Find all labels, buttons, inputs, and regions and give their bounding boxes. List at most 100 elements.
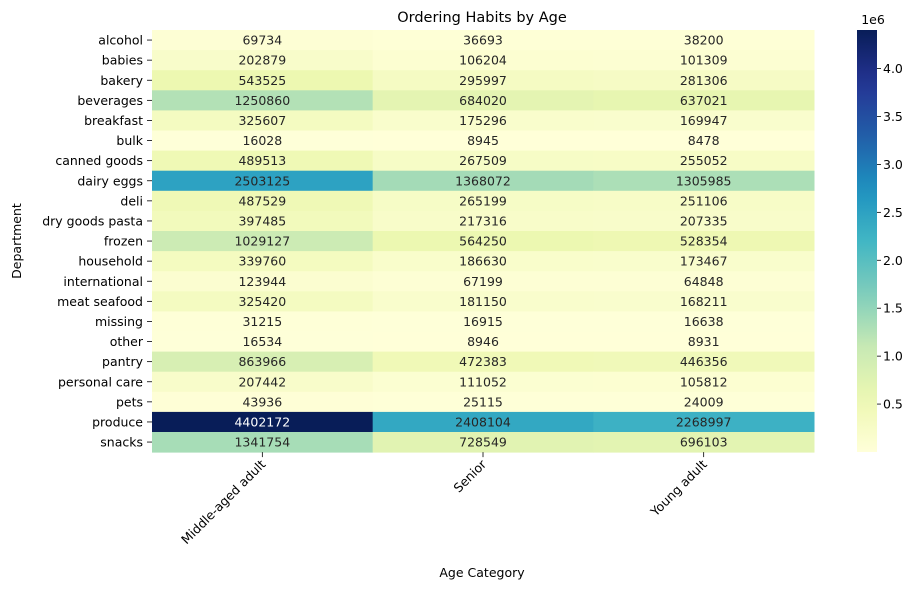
cell-value-label: 207335: [680, 213, 728, 228]
row-tick-label: breakfast: [84, 113, 143, 128]
row-tick-label: dairy eggs: [77, 173, 143, 188]
heatmap-cell: [372, 110, 594, 131]
colorbar-gradient: [857, 30, 877, 452]
cell-value-label: 111052: [459, 374, 507, 389]
colorbar-tick-label: 1.0: [883, 349, 903, 364]
heatmap-cell: [372, 50, 594, 71]
heatmap-cell: [372, 271, 594, 292]
row-tick-label: missing: [95, 314, 143, 329]
heatmap-cell: [593, 231, 815, 252]
row-tick-label: produce: [92, 414, 143, 429]
cell-value-label: 168211: [680, 294, 728, 309]
heatmap-cell: [152, 70, 374, 91]
cell-value-label: 564250: [459, 234, 507, 249]
cell-value-label: 16534: [242, 334, 282, 349]
heatmap-cell: [593, 432, 815, 453]
heatmap-cell: [372, 150, 594, 172]
cell-value-label: 38200: [684, 33, 724, 48]
heatmap-cell: [593, 371, 815, 393]
column-tick-labels: Middle-aged adult Senior Young adult: [178, 452, 710, 547]
heatmap-cell: [593, 130, 815, 152]
heatmap-cell: [593, 110, 815, 131]
cell-value-label: 8478: [688, 133, 720, 148]
cell-value-label: 2408104: [455, 414, 511, 429]
cell-value-label: 31215: [242, 314, 282, 329]
row-tick-label: babies: [102, 53, 143, 68]
cell-value-label: 4402172: [234, 414, 290, 429]
cell-value-label: 36693: [463, 33, 503, 48]
colorbar-tick-label: 4.0: [883, 61, 903, 76]
row-tick-label: deli: [120, 193, 143, 208]
heatmap-cell: [372, 371, 594, 393]
row-tick-label: household: [78, 254, 143, 269]
heatmap-cell: [593, 391, 815, 413]
cell-value-label: 207442: [238, 374, 286, 389]
heatmap-cell: [152, 50, 374, 71]
cell-value-label: 528354: [680, 234, 728, 249]
heatmap-cell: [593, 331, 815, 353]
cell-value-label: 181150: [459, 294, 507, 309]
heatmap-cell: [372, 70, 594, 91]
cell-value-label: 16028: [242, 133, 282, 148]
cell-value-label: 397485: [238, 213, 286, 228]
heatmap-cells: 69734 36693 38200 202879 106204 101309 543525 2…: [152, 30, 815, 453]
heatmap-cell: [152, 251, 374, 272]
heatmap-cell: [372, 30, 594, 51]
heatmap-cell: [372, 190, 594, 212]
heatmap-cell: [372, 411, 594, 433]
heatmap-cell: [593, 50, 815, 71]
cell-value-label: 281306: [680, 73, 728, 88]
cell-value-label: 43936: [242, 394, 282, 409]
cell-value-label: 1250860: [234, 93, 290, 108]
column-tick-label: Young adult: [647, 457, 710, 520]
row-tick-label: beverages: [77, 93, 143, 108]
heatmap-cell: [152, 311, 374, 332]
cell-value-label: 2268997: [676, 414, 732, 429]
column-tick-label: Middle-aged adult: [178, 457, 268, 547]
heatmap-cell: [593, 90, 815, 111]
cell-value-label: 446356: [680, 354, 728, 369]
cell-value-label: 8931: [688, 334, 720, 349]
cell-value-label: 1368072: [455, 173, 511, 188]
cell-value-label: 1341754: [234, 435, 290, 450]
heatmap-cell: [593, 411, 815, 433]
heatmap-cell: [152, 291, 374, 312]
heatmap-cell: [593, 30, 815, 51]
cell-value-label: 8945: [467, 133, 499, 148]
heatmap-cell: [593, 70, 815, 91]
heatmap-cell: [152, 90, 374, 111]
cell-value-label: 16915: [463, 314, 503, 329]
cell-value-label: 105812: [680, 374, 728, 389]
cell-value-label: 67199: [463, 274, 503, 289]
cell-value-label: 295997: [459, 73, 507, 88]
heatmap-cell: [152, 150, 374, 172]
heatmap-cell: [152, 391, 374, 413]
row-tick-label: personal care: [58, 374, 143, 389]
heatmap-cell: [152, 231, 374, 252]
cell-value-label: 251106: [680, 193, 728, 208]
cell-value-label: 25115: [463, 394, 503, 409]
x-axis-label: Age Category: [439, 565, 525, 580]
heatmap-cell: [152, 271, 374, 292]
cell-value-label: 267509: [459, 153, 507, 168]
heatmap-cell: [372, 311, 594, 332]
cell-value-label: 472383: [459, 354, 507, 369]
cell-value-label: 16638: [684, 314, 724, 329]
row-tick-label: dry goods pasta: [42, 213, 143, 228]
heatmap-cell: [152, 351, 374, 373]
cell-value-label: 255052: [680, 153, 728, 168]
heatmap-cell: [152, 371, 374, 393]
heatmap-cell: [593, 190, 815, 212]
colorbar-tick-label: 2.0: [883, 253, 903, 268]
heatmap-cell: [593, 351, 815, 373]
cell-value-label: 487529: [238, 193, 286, 208]
cell-value-label: 728549: [459, 435, 507, 450]
cell-value-label: 24009: [684, 394, 724, 409]
cell-value-label: 543525: [238, 73, 286, 88]
cell-value-label: 8946: [467, 334, 499, 349]
heatmap-cell: [372, 391, 594, 413]
cell-value-label: 2503125: [234, 173, 290, 188]
cell-value-label: 265199: [459, 193, 507, 208]
cell-value-label: 169947: [680, 113, 728, 128]
heatmap-cell: [372, 331, 594, 353]
